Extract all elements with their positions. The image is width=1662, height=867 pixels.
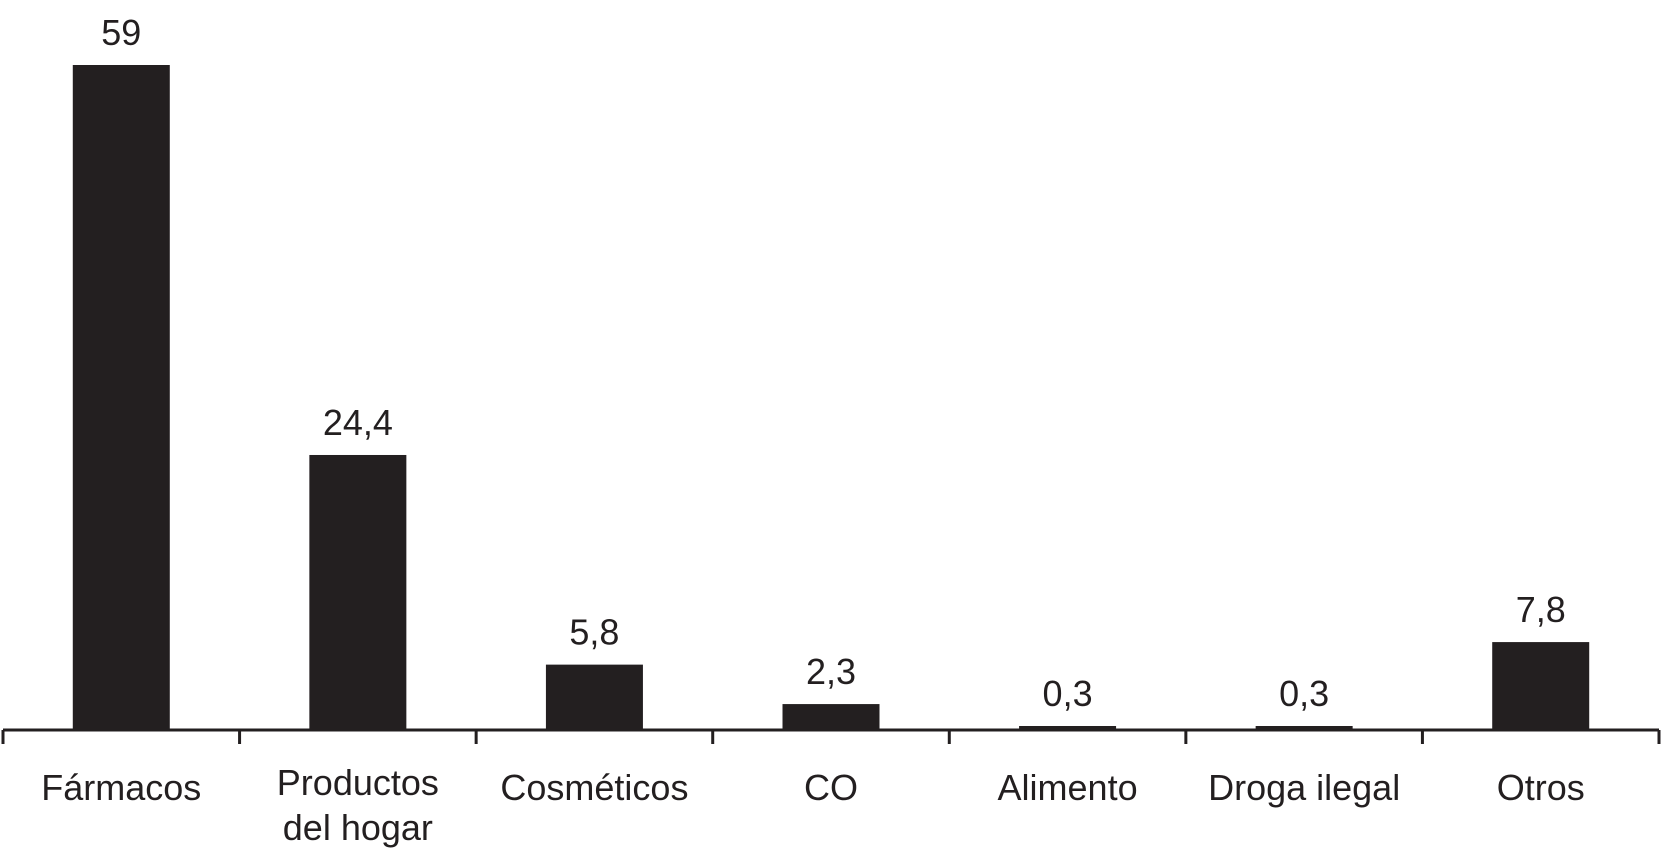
bar: [545, 664, 643, 730]
category-label-line: Fármacos: [41, 767, 201, 808]
category-label-line: del hogar: [283, 807, 433, 848]
category-label-line: Droga ilegal: [1208, 767, 1400, 808]
category-labels-group: Fármacos Productos del hogar Cosméticos CO Al…: [41, 762, 1584, 848]
bars-group: [72, 65, 1590, 730]
bar-value-label: 2,3: [806, 651, 856, 692]
category-label-line: Otros: [1497, 767, 1585, 808]
category-label-line: Alimento: [998, 767, 1138, 808]
category-label: Cosméticos: [500, 767, 688, 808]
bar: [1255, 726, 1353, 730]
bar-value-label: 5,8: [569, 612, 619, 653]
bar-value-label: 7,8: [1516, 589, 1566, 630]
bar-value-label: 59: [101, 12, 141, 53]
bar-value-label: 24,4: [323, 402, 393, 443]
category-label: Otros: [1497, 767, 1585, 808]
bar: [1019, 726, 1117, 730]
category-label: Productos del hogar: [277, 762, 439, 848]
x-axis-ticks: [1, 730, 1661, 744]
category-label: CO: [804, 767, 858, 808]
bar: [72, 65, 170, 730]
bar-value-label: 0,3: [1043, 673, 1093, 714]
category-label: Droga ilegal: [1208, 767, 1400, 808]
bar: [1492, 642, 1590, 730]
bar-value-label: 0,3: [1279, 673, 1329, 714]
category-label: Alimento: [998, 767, 1138, 808]
category-label-line: CO: [804, 767, 858, 808]
bar: [309, 454, 407, 730]
category-label-line: Productos: [277, 762, 439, 803]
category-label: Fármacos: [41, 767, 201, 808]
category-label-line: Cosméticos: [500, 767, 688, 808]
data-labels-group: 59 24,4 5,8 2,3 0,3 0,3 7,8: [101, 12, 1565, 714]
bar: [782, 704, 880, 730]
